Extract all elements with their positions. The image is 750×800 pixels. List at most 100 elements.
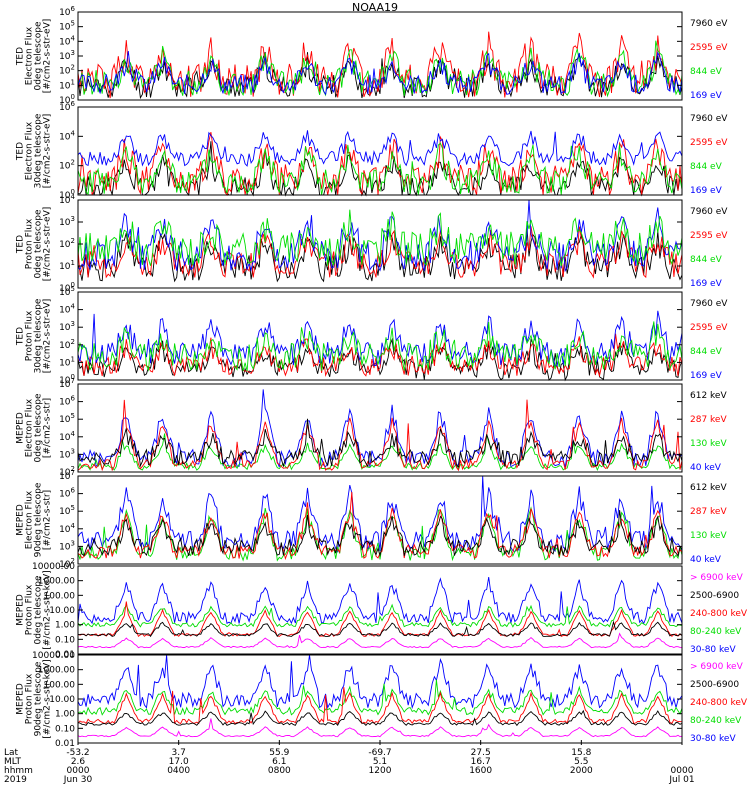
y-axis-label: MEPEDElectron Flux0deg telescope[#/cm2-s… [16,393,53,463]
y-tick-exponent: 2 [71,557,75,565]
y-tick-exponent: 7 [71,377,75,385]
series-line-2595-ev [77,132,683,196]
y-tick-label: 101 [59,259,75,272]
legend-entry: 612 keV [690,483,727,493]
legend-entry: 2595 eV [690,323,728,333]
panel-frame [77,106,683,196]
series-line-80-240-kev [77,679,683,716]
y-axis-label-line: Electron Flux [25,490,35,549]
y-axis-label-line: MEPED [16,412,26,444]
y-tick-exponent: 2 [71,159,75,167]
time-axis-row-label: MLT [4,757,22,767]
y-axis-label-line: 90deg telescope [34,661,44,736]
y-tick-exponent: 5 [71,20,75,28]
y-tick-exponent: 5 [71,285,75,293]
y-axis-label-line: [#/cm2-s-str-eV] [43,299,53,374]
series-line-844-ev [77,321,683,372]
y-tick-exponent: 6 [71,395,76,403]
legend-entry: > 6900 keV [690,573,744,583]
legend-entry: 844 eV [690,255,723,265]
legend-entry: 240-800 keV [690,609,748,619]
y-tick-exponent: 1 [71,355,75,363]
series-line-30-80-kev [77,577,683,625]
y-tick-exponent: 3 [71,539,75,547]
legend-entry: 130 keV [690,531,727,541]
x-tick-label: 3.7 [172,748,186,758]
y-tick-label: 1.00 [55,621,75,631]
y-tick-exponent: 3 [71,447,75,455]
y-tick-label: 100.00 [44,591,76,601]
y-tick-label: 10.00 [49,606,75,616]
y-axis-label-line: 0deg telescope [34,21,44,91]
legend-entry: 169 eV [690,91,723,101]
series-line-40-kev [77,389,683,468]
y-tick-exponent: 0 [71,281,75,289]
panel-frame [77,475,683,565]
y-axis-label: MEPEDElectron Flux90deg telescope[#/cm2-… [16,482,53,557]
y-axis-label: TEDElectron Flux30deg telescope[#/cm2-s-… [16,113,53,188]
y-tick-label: 100.00 [44,680,76,690]
y-axis-label: TEDProton Flux30deg telescope[#/cm2-s-st… [16,298,53,373]
y-tick-exponent: 2 [71,237,75,245]
y-tick-exponent: 0 [71,93,75,101]
x-tick-label: 15.8 [571,748,591,758]
series-line-240-800-kev [77,601,683,638]
y-axis-label-line: Proton Flux [25,673,35,724]
series-line-169-ev [77,50,683,96]
y-tick-label: 106 [59,5,75,18]
x-tick-label: Jul 01 [668,775,694,785]
series-line-30-80-kev [77,654,683,710]
y-axis-label-line: MEPED [16,594,26,626]
series-line-2500-6900-kev [77,620,683,638]
y-tick-exponent: 3 [71,49,75,57]
series-line-844-ev [77,40,683,98]
legend-entry: 287 keV [690,507,727,517]
time-axis-row-label: hhmm [4,766,33,776]
legend-entry: 240-800 keV [690,698,748,708]
x-tick-label: Jun 30 [63,775,93,785]
legend-entry: 40 keV [690,463,722,473]
y-tick-label: 103 [59,49,75,62]
y-tick-label: 104 [59,129,75,142]
y-tick-exponent: 2 [71,465,75,473]
y-tick-label: 0.01 [55,650,75,660]
y-tick-label: 101 [59,78,75,91]
y-tick-exponent: 4 [71,430,76,438]
y-axis-label: MEPEDProton Flux0deg telescope[#/cm2-s-s… [16,570,53,649]
legend-entry: 7960 eV [690,19,728,29]
panel-frame [77,654,683,744]
y-axis-label-line: 30deg telescope [34,113,44,188]
y-axis-label: TEDProton Flux0deg telescope[#/cm2-s-str… [16,207,53,282]
x-tick-label: 0400 [167,766,190,776]
y-axis-label-line: MEPED [16,683,26,715]
y-tick-label: 0.10 [55,724,75,734]
series-line--6900-kev [77,632,683,649]
x-tick-label: 27.5 [471,748,491,758]
legend-entry: > 6900 keV [690,662,744,672]
x-tick-label: 0000 [67,766,90,776]
legend-entry: 2595 eV [690,138,728,148]
y-tick-label: 10000.00 [32,562,75,572]
legend-entry: 169 eV [690,279,723,289]
legend-entry: 2595 eV [690,43,728,53]
y-tick-exponent: 3 [71,320,75,328]
x-tick-label: -53.2 [66,748,89,758]
series-line-287-kev [77,491,683,561]
y-axis-label-line: TED [16,327,26,346]
x-tick-label: 2000 [570,766,593,776]
legend-entry: 844 eV [690,347,723,357]
legend-entry: 169 eV [690,186,723,196]
legend-entry: 169 eV [690,371,723,381]
y-axis-label-line: [#/cm2-s-str] [43,398,53,458]
y-tick-exponent: 6 [71,487,76,495]
y-tick-label: 103 [59,447,75,460]
y-axis-label-line: [#/cm2-s-str-keV] [43,570,53,649]
y-axis-label-line: 0deg telescope [34,209,44,279]
series-line-612-kev [77,418,683,468]
